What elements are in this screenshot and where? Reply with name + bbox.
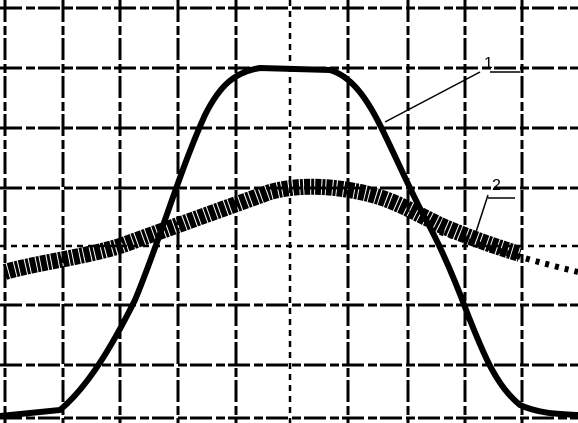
- oscillogram: 1 2: [0, 0, 578, 423]
- curve-label: 1: [484, 55, 493, 72]
- curve-label: 2: [492, 177, 501, 194]
